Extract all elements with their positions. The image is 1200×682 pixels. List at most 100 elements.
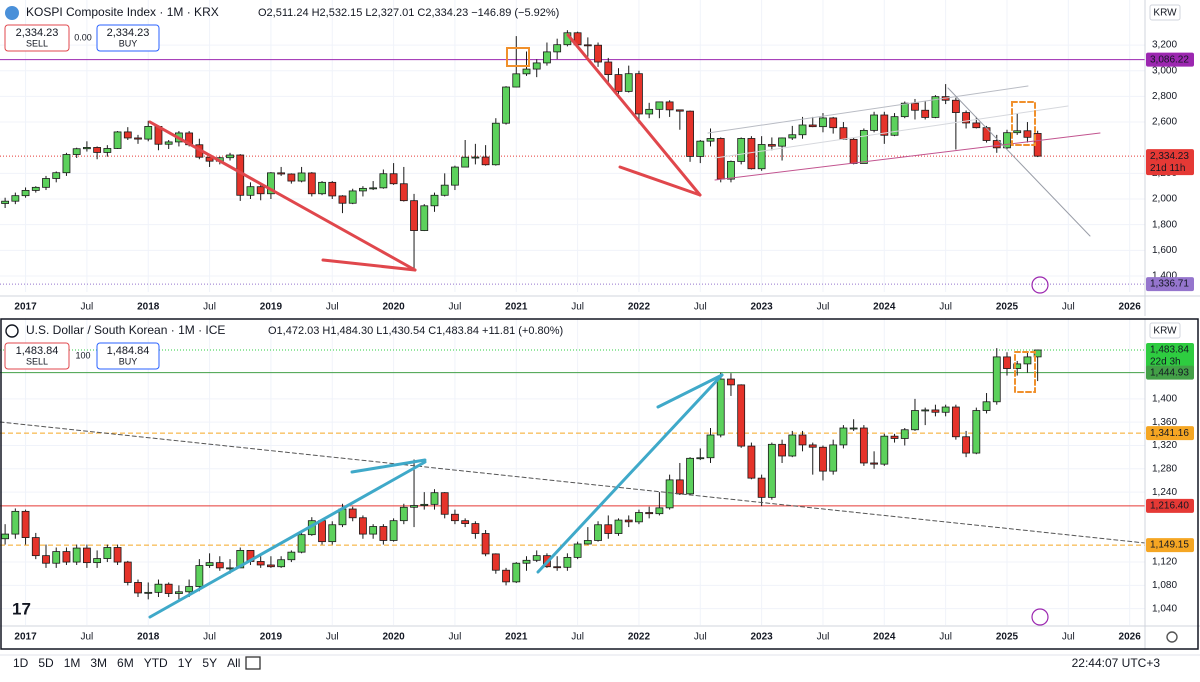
candle-body xyxy=(583,540,592,545)
candle-body xyxy=(880,114,889,136)
candle-body xyxy=(573,543,582,558)
candle-body xyxy=(747,445,756,479)
candle-body xyxy=(451,513,459,522)
x-tick-label: 2017 xyxy=(14,632,37,643)
candle-body xyxy=(21,510,30,538)
candle-body xyxy=(134,137,142,140)
candle-body xyxy=(348,190,357,204)
settings-icon[interactable] xyxy=(1166,631,1178,643)
candle-body xyxy=(645,108,654,115)
candle-body xyxy=(195,565,204,587)
candle-body xyxy=(512,562,521,583)
x-tick-label: Jul xyxy=(817,302,830,313)
candle-body xyxy=(287,551,296,561)
range-button[interactable]: 5Y xyxy=(202,656,217,670)
price-label-box xyxy=(1146,498,1194,513)
x-tick-label: Jul xyxy=(203,302,216,313)
currency-box xyxy=(1149,4,1181,21)
candle-body xyxy=(389,520,398,541)
price-label: 1,336.71 xyxy=(1150,279,1189,290)
candle-body xyxy=(921,109,930,118)
candle-body xyxy=(175,591,183,594)
sell-price: 1,483.84 xyxy=(16,345,59,357)
price-label: 2,334.23 xyxy=(1150,151,1189,162)
range-button[interactable]: 1D xyxy=(13,656,29,670)
candle-body xyxy=(951,406,960,438)
trend-line xyxy=(0,421,1146,544)
range-button[interactable]: 6M xyxy=(117,656,134,670)
range-button[interactable]: 1M xyxy=(64,656,81,670)
arrow-line xyxy=(148,460,427,619)
candle-body xyxy=(798,124,807,136)
x-tick-label: Jul xyxy=(1062,632,1075,643)
candle-body xyxy=(931,409,940,413)
range-button[interactable]: YTD xyxy=(144,656,168,670)
candle-body xyxy=(471,523,480,534)
candle-body xyxy=(727,378,735,386)
candle-body xyxy=(164,141,173,145)
candle-body xyxy=(297,534,306,553)
x-tick-label: 2017 xyxy=(14,302,37,313)
channel-line xyxy=(714,132,1101,181)
candle-body xyxy=(144,126,153,140)
candle-body xyxy=(62,551,71,563)
candle-body xyxy=(849,138,858,164)
candle-body xyxy=(767,144,776,147)
buy-button[interactable] xyxy=(96,24,160,52)
range-button[interactable]: All xyxy=(227,656,240,670)
x-tick-label: Jul xyxy=(203,632,216,643)
sell-button[interactable] xyxy=(4,24,70,52)
y-tick-label: 1,320 xyxy=(1152,440,1177,451)
spread: 0.00 xyxy=(74,32,92,42)
candle-body xyxy=(870,114,878,131)
candle-body xyxy=(420,503,429,506)
range-button[interactable]: 3M xyxy=(90,656,107,670)
candle-body xyxy=(1023,356,1032,365)
x-tick-label: 2025 xyxy=(996,632,1019,643)
price-label-box xyxy=(1146,426,1194,441)
candle-body xyxy=(563,556,572,568)
trend-line xyxy=(947,87,1091,237)
sell-button[interactable] xyxy=(4,342,70,370)
highlight-box xyxy=(1011,101,1036,146)
x-tick-label: Jul xyxy=(80,632,93,643)
x-tick-label: 2022 xyxy=(628,302,651,313)
candle-body xyxy=(134,582,142,594)
candle-body xyxy=(819,117,827,128)
candle-body xyxy=(430,194,439,207)
buy-text: BUY xyxy=(119,38,138,48)
sell-price: 2,334.23 xyxy=(16,27,59,39)
candle-body xyxy=(481,156,490,166)
candle-body xyxy=(113,131,122,149)
currency: KRW xyxy=(1153,8,1177,19)
countdown: 22d 3h xyxy=(1150,357,1181,368)
buy-text: BUY xyxy=(119,356,138,366)
candle-body xyxy=(992,356,1001,403)
candle-body xyxy=(31,186,40,191)
range-button[interactable]: 5D xyxy=(38,656,54,670)
y-tick-label: 2,600 xyxy=(1152,117,1177,128)
candle-body xyxy=(359,187,367,192)
arrow-line xyxy=(656,373,724,409)
date-range-icon[interactable] xyxy=(245,656,261,670)
x-tick-label: Jul xyxy=(1062,302,1075,313)
candle-body xyxy=(420,205,429,231)
sell-text: SELL xyxy=(26,38,48,48)
candle-body xyxy=(205,156,214,162)
candle-body xyxy=(359,517,367,535)
y-tick-label: 3,000 xyxy=(1152,65,1177,76)
symbol-icon xyxy=(5,324,19,338)
range-button[interactable]: 1Y xyxy=(178,656,193,670)
active-pane-border xyxy=(0,318,1199,650)
x-tick-label: 2019 xyxy=(260,302,283,313)
candle-body xyxy=(880,435,889,465)
candle-body xyxy=(604,61,613,75)
candle-body xyxy=(399,506,408,522)
x-tick-label: 2018 xyxy=(137,302,160,313)
candle-body xyxy=(267,564,275,568)
candle-body xyxy=(767,443,776,498)
price-axis-bg xyxy=(1145,0,1200,296)
x-tick-label: 2020 xyxy=(382,302,405,313)
x-tick-label: Jul xyxy=(80,302,93,313)
buy-button[interactable] xyxy=(96,342,160,370)
